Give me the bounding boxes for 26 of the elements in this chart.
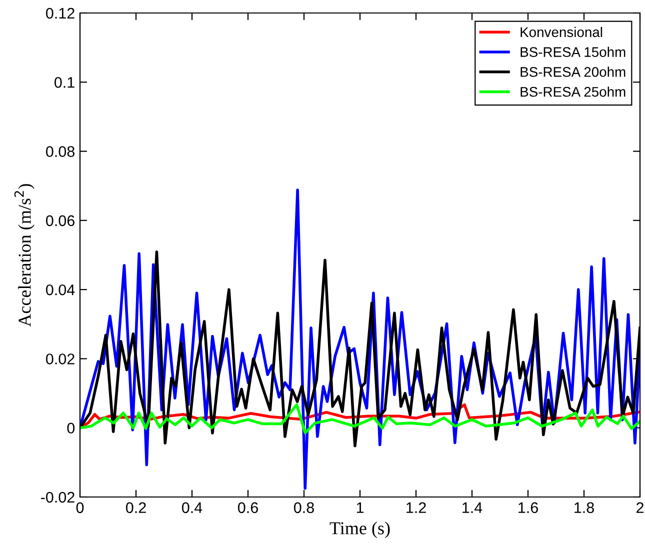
legend-label: BS-RESA 20ohm [520, 66, 626, 77]
x-tick-label: 1.2 [406, 502, 426, 513]
y-tick-label: 0.1 [54, 77, 74, 88]
x-tick-label: 0.8 [294, 502, 314, 514]
x-tick-label: 2 [636, 502, 644, 513]
x-tick-label: 0 [76, 502, 84, 514]
y-tick-label: 0.02 [46, 354, 74, 364]
legend-label: BS-RESA 25ohm [520, 86, 626, 97]
y-tick-label: -0.02 [41, 492, 74, 503]
x-tick-label: 0.6 [238, 502, 258, 514]
x-tick-label: 0.2 [126, 502, 146, 514]
x-tick-label: 1 [356, 502, 364, 513]
y-tick-label: 0.06 [46, 215, 74, 226]
x-tick-label: 0.4 [182, 502, 202, 514]
x-tick-label: 1.4 [462, 502, 482, 513]
legend-label: Konvensional [520, 26, 602, 38]
x-tick-label: 1.6 [518, 502, 538, 514]
legend-label: BS-RESA 15ohm [520, 46, 626, 57]
y-axis-title: Acceleration (m/s$^{2}$) [14, 184, 34, 327]
y-tick-label: 0.12 [46, 8, 74, 19]
x-axis-title: Time (s) [330, 522, 390, 538]
x-tick-label: 1.8 [574, 502, 594, 514]
y-tick-label: 0.04 [46, 284, 75, 296]
y-tick-label: 0 [67, 422, 75, 434]
line-series [80, 403, 640, 434]
y-tick-label: 0.08 [46, 146, 74, 157]
